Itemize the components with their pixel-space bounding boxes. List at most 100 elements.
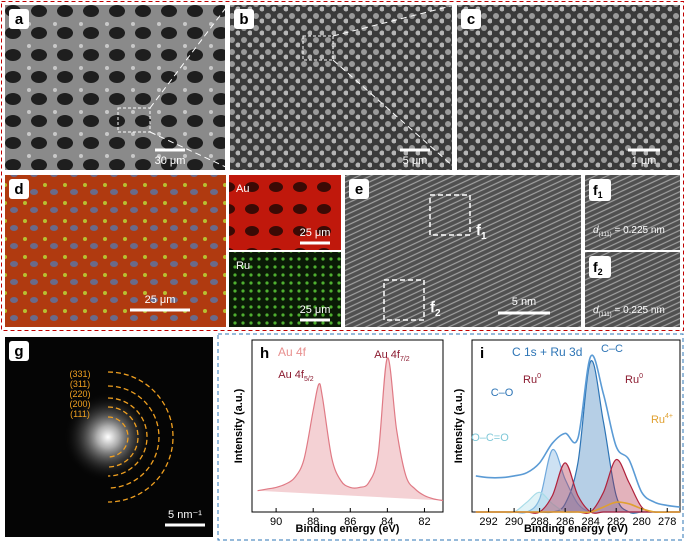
beam-spot bbox=[63, 392, 153, 482]
peak-label-sub: 7/2 bbox=[400, 356, 410, 363]
label-box bbox=[589, 256, 611, 278]
label-box bbox=[9, 179, 29, 199]
x-tick-label: 280 bbox=[633, 516, 651, 528]
sem-image bbox=[5, 5, 225, 170]
panel-label: a bbox=[15, 11, 24, 28]
ring-label: (311) bbox=[70, 379, 90, 389]
ring-label: (200) bbox=[69, 399, 90, 409]
d-spacing: d(111) = 0.225 nm bbox=[593, 225, 665, 238]
peak-label: C–O bbox=[491, 387, 514, 399]
y-axis-label: Intensity (a.u.) bbox=[233, 388, 245, 463]
element-label: Ru bbox=[236, 260, 250, 272]
peak-label: Ru0 bbox=[523, 373, 541, 386]
scale-label: 5 nm⁻¹ bbox=[168, 509, 202, 521]
peak-label: Au 4f5/2 bbox=[278, 369, 314, 383]
zoom-box bbox=[117, 107, 151, 133]
scale-label: 25 μm bbox=[145, 294, 176, 306]
ring-labels: (331)(311)(220)(200)(111) bbox=[69, 369, 90, 419]
peak-label-sup: 0 bbox=[537, 373, 541, 380]
panel-label: h bbox=[260, 345, 269, 362]
peak-label-sub: 5/2 bbox=[304, 376, 314, 383]
label-box bbox=[349, 179, 369, 199]
peak-label: Ru0 bbox=[625, 373, 643, 386]
peak-label: Au 4f7/2 bbox=[374, 349, 410, 363]
x-tick-label: 84 bbox=[381, 516, 393, 528]
x-tick-label: 82 bbox=[418, 516, 430, 528]
x-tick-label: 86 bbox=[344, 516, 356, 528]
panel-label: d bbox=[14, 181, 23, 198]
ring-arcs bbox=[107, 371, 174, 503]
peak-label-text: Au 4f bbox=[374, 349, 401, 361]
peak-label-text: C–C bbox=[601, 343, 623, 355]
sem-image bbox=[457, 5, 680, 170]
plot-frame bbox=[471, 339, 681, 513]
frame bbox=[217, 333, 684, 541]
scale-label: 5 μm bbox=[403, 155, 428, 167]
zoom-line bbox=[332, 59, 456, 169]
eds-map bbox=[229, 175, 341, 250]
region-label: f1 bbox=[476, 222, 487, 242]
ring-label: (331) bbox=[69, 369, 90, 379]
scale-label: 1 μm bbox=[632, 155, 657, 167]
zoom-box bbox=[302, 35, 334, 61]
spectrum bbox=[475, 354, 681, 508]
x-tick-label: 290 bbox=[505, 516, 523, 528]
peak-label-sup: 0 bbox=[639, 373, 643, 380]
scale-label: 25 μm bbox=[300, 304, 331, 316]
zoom-line bbox=[149, 4, 229, 109]
label-box bbox=[589, 179, 611, 201]
zoom-box bbox=[429, 194, 471, 236]
panel-label: e bbox=[355, 181, 363, 198]
chart-title: C 1s + Ru 3d bbox=[512, 345, 582, 359]
peak-label: C–C bbox=[601, 343, 623, 355]
scale-label: 25 μm bbox=[300, 227, 331, 239]
ring-label: (220) bbox=[69, 389, 90, 399]
panel-label: i bbox=[480, 345, 484, 362]
label-box bbox=[9, 341, 29, 361]
eds-map bbox=[5, 175, 226, 327]
peak-label-text: Au 4f bbox=[278, 369, 305, 381]
ring-label: (111) bbox=[70, 409, 90, 419]
spectrum bbox=[475, 501, 680, 514]
sem-image bbox=[230, 5, 452, 170]
panel-label: b bbox=[239, 11, 248, 28]
label-box bbox=[234, 9, 254, 29]
panel-label: g bbox=[14, 343, 23, 360]
peak-label-text: Ru bbox=[523, 374, 537, 386]
hrtem-image bbox=[345, 175, 581, 327]
d-spacing: d(111) = 0.225 nm bbox=[593, 305, 665, 318]
chart-title: Au 4f bbox=[278, 345, 307, 359]
spectrum bbox=[257, 357, 444, 502]
zoom-line bbox=[332, 4, 456, 37]
eds-map bbox=[229, 252, 341, 327]
panel-label: f1 bbox=[593, 182, 603, 200]
peak-label: Ru4+ bbox=[651, 413, 673, 426]
label-box bbox=[461, 9, 481, 29]
scale-label: 30 μm bbox=[155, 155, 186, 167]
panel-label: f2 bbox=[593, 259, 603, 277]
x-tick-label: 282 bbox=[607, 516, 625, 528]
region-label: f2 bbox=[430, 299, 441, 319]
element-label: Au bbox=[236, 183, 249, 195]
panel-label: c bbox=[467, 11, 475, 28]
scale-label: 5 nm bbox=[512, 296, 536, 308]
x-tick-label: 292 bbox=[479, 516, 497, 528]
x-tick-label: 278 bbox=[658, 516, 676, 528]
label-box bbox=[9, 9, 29, 29]
x-tick-label: 90 bbox=[270, 516, 282, 528]
zoom-box bbox=[383, 279, 425, 321]
zoom-line bbox=[149, 131, 229, 169]
peak-label-sup: 4+ bbox=[665, 413, 673, 420]
x-tick-label: 284 bbox=[581, 516, 599, 528]
peak-label-text: O–C=O bbox=[471, 432, 509, 444]
frame bbox=[1, 1, 684, 331]
peak-label-text: Ru bbox=[651, 414, 665, 426]
x-axis-label: Binding energy (eV) bbox=[296, 523, 400, 535]
peak-label-text: Ru bbox=[625, 374, 639, 386]
peak-label-text: C–O bbox=[491, 387, 514, 399]
x-tick-label: 288 bbox=[530, 516, 548, 528]
x-tick-label: 88 bbox=[307, 516, 319, 528]
x-axis-label: Binding energy (eV) bbox=[524, 523, 628, 535]
peak-label: O–C=O bbox=[471, 432, 509, 444]
